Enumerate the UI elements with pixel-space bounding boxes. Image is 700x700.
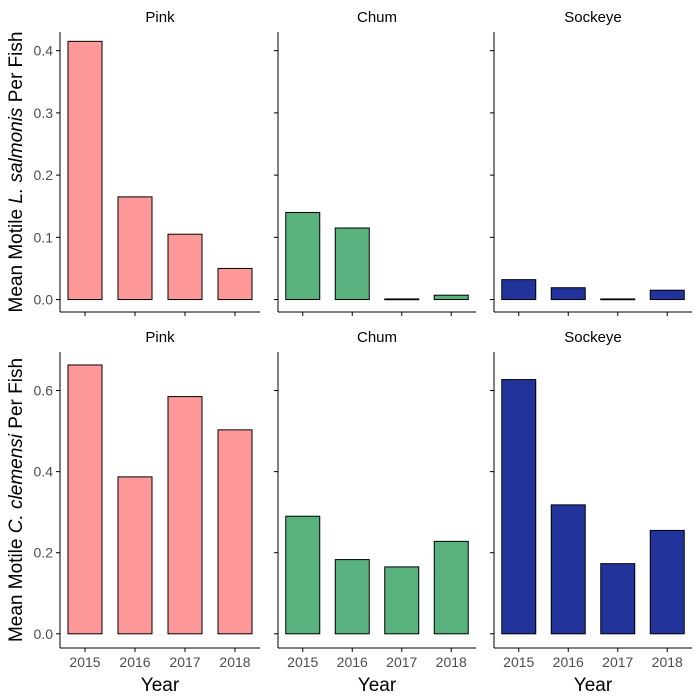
plot-layer: Pink 0.0 0.1 0.2 0.3 0.4 Chum Sockeye Mean Motil… [6, 9, 692, 696]
bar-2015 [67, 364, 103, 635]
bar-2015 [285, 515, 321, 635]
bar-2015 [501, 379, 537, 635]
bar-2016 [117, 196, 153, 301]
panel-title: Chum [357, 9, 397, 26]
x-tick-label: 2016 [119, 654, 150, 670]
y-tick-label: 0.4 [34, 43, 54, 59]
bar-2017 [167, 233, 203, 301]
bar-2017 [167, 396, 203, 635]
bar-2017 [600, 563, 636, 635]
y-tick-label: 0.6 [34, 383, 54, 399]
bar-2016 [117, 476, 153, 635]
panel-r1-pink: Pink 0.0 0.2 0.4 0.6 2015 2016 2017 2018 Year [34, 329, 260, 696]
y-axis-title-prefix: Mean Motile [6, 204, 27, 313]
x-tick-label: 2017 [602, 654, 633, 670]
x-tick-label: 2015 [287, 654, 318, 670]
bar-2015 [285, 211, 321, 301]
bar-2017 [384, 566, 420, 635]
y-tick-label: 0.3 [34, 105, 54, 121]
panel-title: Pink [145, 329, 175, 346]
x-tick-label: 2016 [553, 654, 584, 670]
panel-r0-chum: Chum [274, 9, 476, 316]
x-tick-label: 2018 [436, 654, 467, 670]
panel-title: Chum [357, 329, 397, 346]
y-axis-title-suffix: Per Fish [6, 32, 27, 108]
bar-2018 [649, 529, 685, 635]
bar-2018 [217, 267, 253, 301]
bar-2018 [217, 429, 253, 635]
x-tick-label: 2017 [169, 654, 200, 670]
x-tick-label: 2016 [337, 654, 368, 670]
panel-title: Sockeye [564, 329, 622, 346]
x-tick-label: 2015 [69, 654, 100, 670]
y-axis-title: Mean Motile C. clemensi Per Fish [6, 358, 27, 642]
panel-r0-sockeye: Sockeye [490, 9, 692, 316]
bar-2018 [433, 294, 469, 301]
x-tick-label: 2015 [503, 654, 534, 670]
bar-2015 [67, 40, 103, 301]
bar-2016 [334, 227, 370, 301]
y-axis-title-species: C. clemensi [6, 433, 27, 533]
bar-2016 [334, 559, 370, 635]
panel-title: Pink [145, 9, 175, 26]
y-tick-label: 0.2 [34, 167, 54, 183]
x-tick-label: 2018 [652, 654, 683, 670]
y-axis-title-prefix: Mean Motile [6, 533, 27, 642]
panel-r1-chum: Chum 2015 2016 2017 2018 Year [274, 329, 476, 696]
x-tick-label: 2018 [219, 654, 250, 670]
bar-2018 [433, 540, 469, 635]
x-axis-title: Year [574, 675, 613, 696]
panel-r0-pink: Pink 0.0 0.1 0.2 0.3 0.4 [34, 9, 260, 316]
bar-2015 [501, 279, 537, 301]
y-axis-title: Mean Motile L. salmonis Per Fish [6, 32, 27, 313]
y-tick-label: 0.2 [34, 545, 54, 561]
y-tick-label: 0.4 [34, 464, 54, 480]
y-axis-title-suffix: Per Fish [6, 358, 27, 434]
x-axis-title: Year [141, 675, 180, 696]
bar-2017 [384, 298, 420, 301]
bar-2018 [649, 289, 685, 301]
y-tick-label: 0.0 [34, 626, 54, 642]
y-tick-label: 0.0 [34, 292, 54, 308]
x-tick-label: 2017 [386, 654, 417, 670]
y-axis-title-species: L. salmonis [6, 107, 27, 204]
x-axis-title: Year [358, 675, 397, 696]
panel-title: Sockeye [564, 9, 622, 26]
bar-2016 [550, 287, 586, 301]
bar-2017 [600, 298, 636, 301]
y-tick-label: 0.1 [34, 229, 54, 245]
panel-r1-sockeye: Sockeye 2015 2016 2017 2018 Year [490, 329, 692, 696]
bar-2016 [550, 504, 586, 635]
